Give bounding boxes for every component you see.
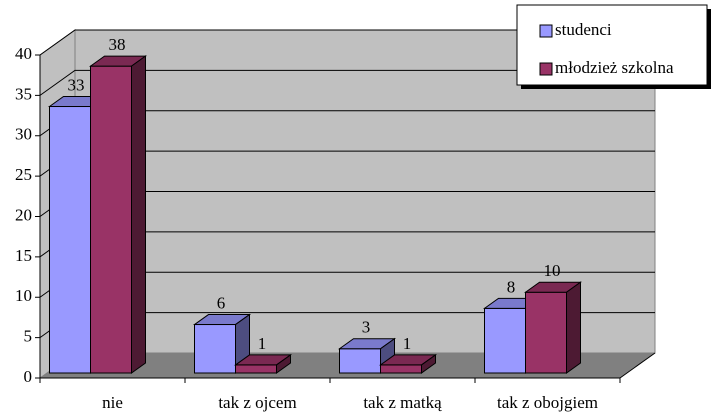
- y-tick-label: 35: [15, 84, 32, 103]
- x-tick-label: nie: [102, 393, 123, 412]
- x-tick-label: tak z obojgiem: [497, 393, 598, 412]
- bar-side: [276, 353, 291, 374]
- bar-front: [90, 65, 132, 374]
- bar-front: [484, 307, 526, 374]
- x-tick-label: tak z ojcem: [218, 393, 296, 412]
- bar: [88, 55, 148, 374]
- y-tick-label: 10: [15, 286, 32, 305]
- legend-label: studenci: [555, 20, 612, 39]
- y-tick-label: 15: [15, 246, 32, 265]
- bar: [523, 281, 583, 374]
- bar: [337, 337, 397, 374]
- value-label: 1: [403, 334, 412, 353]
- x-axis-depth: [619, 352, 656, 379]
- bar-front: [194, 324, 236, 374]
- bar-front: [380, 364, 422, 374]
- grid-line: [39, 29, 655, 56]
- legend-label: młodzież szkolna: [555, 58, 674, 77]
- y-tick-label: 20: [15, 205, 32, 224]
- value-label: 8: [507, 277, 516, 296]
- bar-side: [566, 281, 581, 374]
- legend-swatch: [539, 24, 553, 38]
- bar: [192, 313, 252, 374]
- value-label: 10: [544, 261, 561, 280]
- bar: [233, 353, 293, 374]
- value-label: 3: [362, 318, 371, 337]
- bar-front: [339, 348, 381, 374]
- bar-side: [421, 353, 436, 374]
- legend: studenci młodzież szkolna: [516, 4, 711, 89]
- bar-front: [525, 291, 567, 374]
- bar-front: [235, 364, 277, 374]
- value-label: 1: [258, 334, 267, 353]
- value-label: 38: [109, 35, 126, 54]
- y-tick-label: 40: [15, 44, 32, 63]
- grid-line: [39, 69, 655, 96]
- value-label: 33: [68, 75, 85, 94]
- value-label: 6: [217, 293, 226, 312]
- legend-swatch: [539, 62, 553, 76]
- y-tick-label: 5: [24, 327, 33, 346]
- bar: [378, 353, 438, 374]
- y-tick-label: 25: [15, 165, 32, 184]
- y-tick-label: 0: [24, 367, 33, 386]
- y-tick-label: 30: [15, 125, 32, 144]
- bar-front: [49, 106, 91, 374]
- bar-side: [131, 55, 146, 374]
- x-tick-label: tak z matką: [363, 393, 442, 412]
